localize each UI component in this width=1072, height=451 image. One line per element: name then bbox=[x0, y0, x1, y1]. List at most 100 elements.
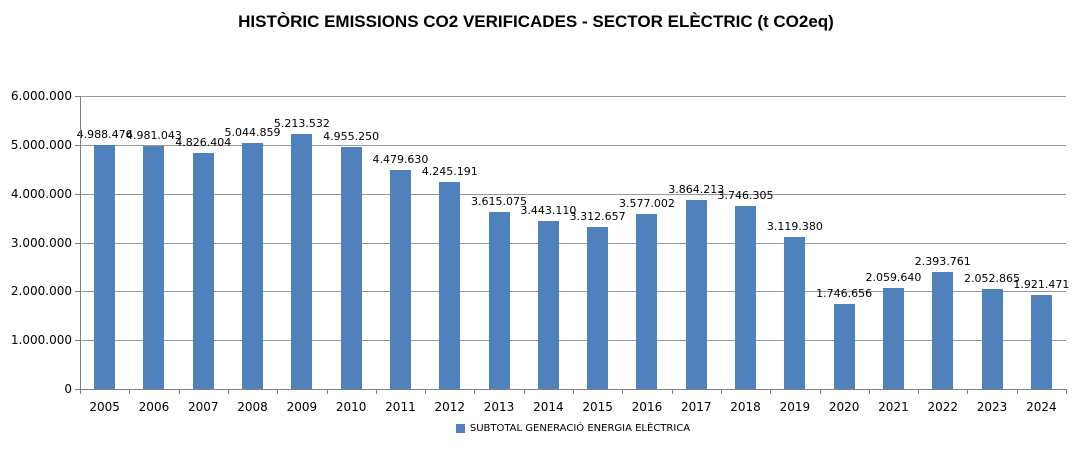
bar bbox=[685, 200, 707, 389]
x-axis-tick bbox=[129, 389, 130, 394]
x-axis-tick bbox=[179, 389, 180, 394]
y-axis-label: 2.000.000 bbox=[10, 284, 72, 298]
bar-value-label: 3.119.380 bbox=[766, 219, 823, 233]
x-axis-tick bbox=[376, 389, 377, 394]
gridline bbox=[80, 243, 1066, 244]
bar bbox=[389, 170, 411, 389]
legend: SUBTOTAL GENERACIÓ ENERGIA ELÈCTRICA bbox=[80, 423, 1066, 434]
bar bbox=[784, 236, 806, 389]
x-axis-label: 2023 bbox=[976, 400, 1008, 414]
y-axis-label: 3.000.000 bbox=[10, 236, 72, 250]
bar bbox=[291, 134, 313, 389]
bar bbox=[537, 220, 559, 389]
bar-value-label: 2.059.640 bbox=[865, 271, 922, 285]
bar-value-label: 3.615.075 bbox=[471, 195, 528, 209]
y-axis-tick bbox=[75, 194, 80, 195]
y-axis-tick bbox=[75, 340, 80, 341]
y-axis-label: 1.000.000 bbox=[10, 333, 72, 347]
x-axis-label: 2008 bbox=[237, 400, 268, 414]
x-axis-label: 2014 bbox=[533, 400, 564, 414]
bar bbox=[735, 206, 757, 389]
bar-value-label: 2.393.761 bbox=[914, 255, 971, 269]
x-axis-tick bbox=[672, 389, 673, 394]
bar bbox=[192, 153, 214, 389]
bar-value-label: 4.981.043 bbox=[125, 128, 182, 142]
x-axis-tick bbox=[1066, 389, 1067, 394]
gridline bbox=[80, 145, 1066, 146]
x-axis-label: 2024 bbox=[1026, 400, 1057, 414]
y-axis-label: 6.000.000 bbox=[10, 89, 72, 103]
bar bbox=[94, 145, 116, 389]
bar bbox=[882, 288, 904, 389]
x-axis-tick bbox=[1017, 389, 1018, 394]
y-axis-label: 4.000.000 bbox=[10, 187, 72, 201]
x-axis-tick bbox=[474, 389, 475, 394]
x-axis-tick bbox=[425, 389, 426, 394]
x-axis-label: 2006 bbox=[138, 400, 170, 414]
x-axis-tick bbox=[228, 389, 229, 394]
x-axis-tick bbox=[524, 389, 525, 394]
x-axis-tick bbox=[770, 389, 771, 394]
x-axis-label: 2012 bbox=[434, 400, 466, 414]
bar-value-label: 4.955.250 bbox=[323, 130, 380, 144]
bar bbox=[636, 214, 658, 389]
bar-value-label: 5.044.859 bbox=[224, 125, 281, 139]
x-axis-tick bbox=[918, 389, 919, 394]
y-axis-tick bbox=[75, 389, 80, 390]
y-axis-line bbox=[80, 96, 81, 389]
bar-value-label: 5.213.532 bbox=[273, 117, 330, 131]
bar-value-label: 2.052.865 bbox=[964, 271, 1021, 285]
x-axis-tick bbox=[967, 389, 968, 394]
bar bbox=[488, 212, 510, 389]
x-axis-tick bbox=[80, 389, 81, 394]
x-axis-label: 2016 bbox=[631, 400, 663, 414]
y-axis-tick bbox=[75, 291, 80, 292]
bar-value-label: 4.479.630 bbox=[372, 153, 429, 167]
x-axis-label: 2019 bbox=[779, 400, 811, 414]
bar-value-label: 1.921.471 bbox=[1013, 278, 1070, 292]
x-axis-label: 2018 bbox=[730, 400, 761, 414]
x-axis-tick bbox=[721, 389, 722, 394]
bar bbox=[439, 181, 461, 389]
legend-marker bbox=[455, 424, 465, 433]
x-axis-label: 2011 bbox=[385, 400, 416, 414]
x-axis-tick bbox=[869, 389, 870, 394]
bar bbox=[242, 142, 264, 389]
bar bbox=[932, 272, 954, 389]
bar-value-label: 3.443.110 bbox=[520, 203, 577, 217]
bar-value-label: 1.746.656 bbox=[816, 286, 873, 300]
x-axis-label: 2005 bbox=[89, 400, 120, 414]
x-axis-label: 2020 bbox=[828, 400, 860, 414]
x-axis-tick bbox=[327, 389, 328, 394]
gridline bbox=[80, 340, 1066, 341]
bar bbox=[833, 303, 855, 389]
legend-label: SUBTOTAL GENERACIÓ ENERGIA ELÈCTRICA bbox=[469, 423, 691, 434]
bar bbox=[981, 288, 1003, 389]
y-axis-label: 5.000.000 bbox=[10, 138, 72, 152]
bar bbox=[1030, 295, 1052, 389]
bar-value-label: 3.312.657 bbox=[569, 210, 626, 224]
bar-value-label: 3.864.213 bbox=[668, 183, 725, 197]
bar-value-label: 4.988.476 bbox=[76, 128, 133, 142]
y-axis-tick bbox=[75, 96, 80, 97]
bar-value-label: 4.826.404 bbox=[175, 136, 232, 150]
x-axis-label: 2022 bbox=[927, 400, 959, 414]
x-axis-tick bbox=[573, 389, 574, 394]
bar-value-label: 3.577.002 bbox=[618, 197, 675, 211]
x-axis-label: 2015 bbox=[582, 400, 613, 414]
bar bbox=[340, 147, 362, 389]
bar-value-label: 4.245.191 bbox=[421, 164, 478, 178]
y-axis-tick bbox=[75, 243, 80, 244]
y-axis-label: 0 bbox=[64, 382, 72, 396]
bar bbox=[143, 145, 165, 389]
x-axis-label: 2010 bbox=[335, 400, 367, 414]
bar bbox=[587, 227, 609, 389]
x-axis-tick bbox=[277, 389, 278, 394]
bar-value-label: 3.746.305 bbox=[717, 189, 774, 203]
x-axis-label: 2009 bbox=[286, 400, 318, 414]
x-axis-label: 2013 bbox=[483, 400, 515, 414]
x-axis-label: 2007 bbox=[187, 400, 219, 414]
x-axis-label: 2017 bbox=[680, 400, 712, 414]
x-axis-tick bbox=[622, 389, 623, 394]
